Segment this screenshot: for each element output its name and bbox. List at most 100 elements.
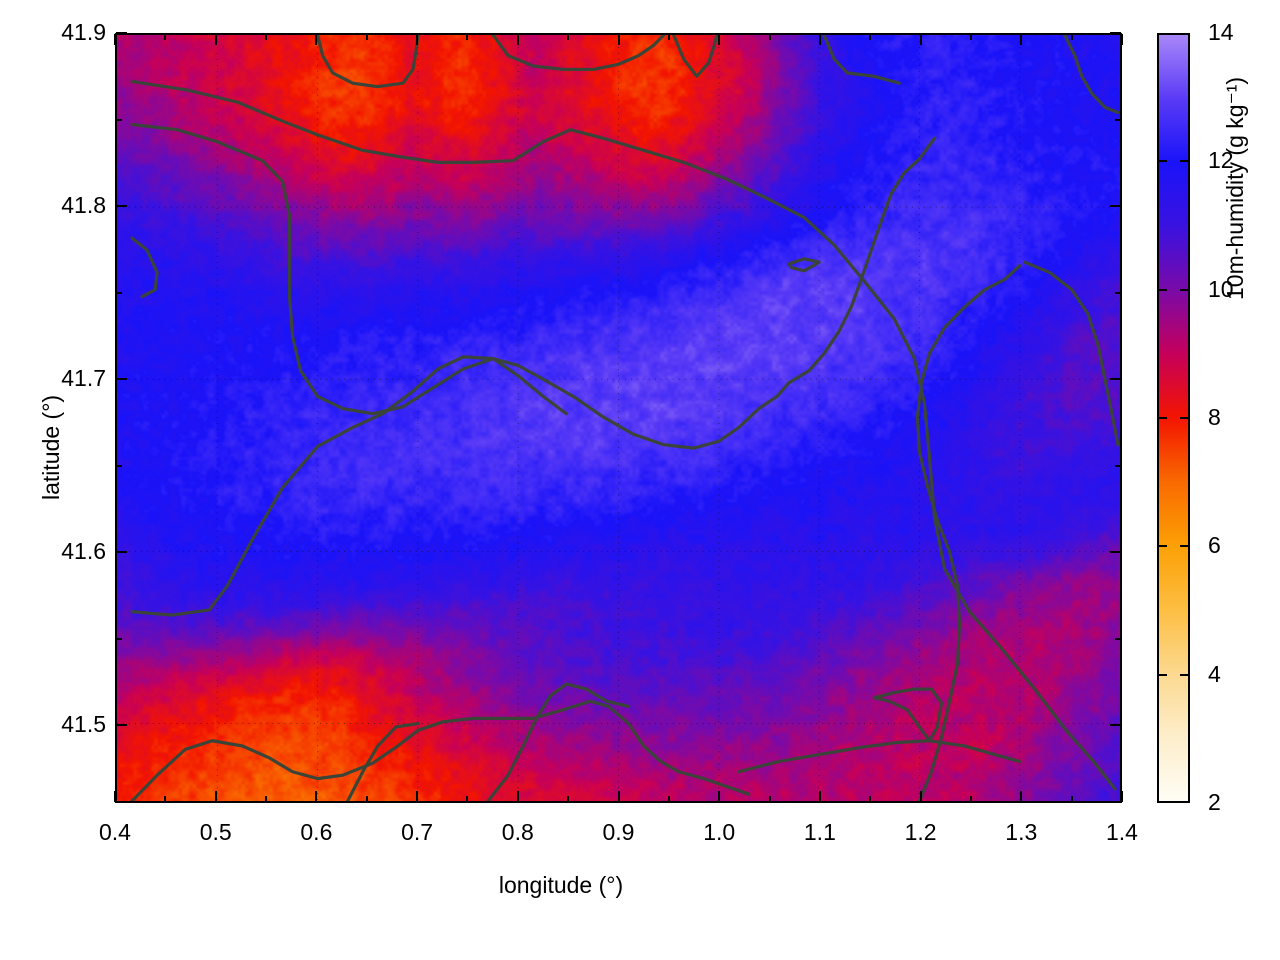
colorbar-tick-label: 8 bbox=[1208, 404, 1221, 430]
heatmap-canvas bbox=[117, 35, 1120, 801]
colorbar-tick-right bbox=[1180, 673, 1190, 676]
x-tick-minor bbox=[1070, 796, 1073, 802]
contour-path bbox=[130, 236, 159, 299]
x-tick-label: 1.3 bbox=[1005, 819, 1038, 845]
contour-path bbox=[872, 687, 944, 743]
y-tick-label: 41.7 bbox=[61, 365, 106, 392]
y-axis-title: latitude (°) bbox=[38, 394, 64, 500]
x-tick-major bbox=[315, 791, 318, 802]
x-tick-minor-top bbox=[466, 34, 469, 40]
x-tick-major bbox=[1121, 791, 1123, 802]
x-tick-major bbox=[214, 791, 217, 802]
x-tick-label: 1.1 bbox=[803, 819, 836, 845]
y-tick-minor bbox=[116, 118, 122, 121]
colorbar-title: 10m-humidity (g kg⁻¹) bbox=[1222, 76, 1248, 300]
contour-path bbox=[486, 682, 631, 801]
x-axis-title: longitude (°) bbox=[498, 872, 624, 898]
x-tick-minor bbox=[869, 796, 872, 802]
x-tick-minor bbox=[466, 796, 469, 802]
contour-path bbox=[672, 35, 719, 78]
x-tick-minor bbox=[265, 796, 268, 802]
x-tick-label: 1.2 bbox=[904, 819, 937, 845]
y-tick-minor bbox=[116, 637, 122, 640]
x-tick-minor bbox=[969, 796, 972, 802]
y-tick-label: 41.6 bbox=[61, 538, 106, 565]
x-tick-minor bbox=[567, 796, 570, 802]
y-tick-minor-right bbox=[1115, 291, 1121, 294]
colorbar-tick-right bbox=[1180, 417, 1190, 419]
x-tick-major bbox=[919, 791, 922, 802]
x-tick-major-top bbox=[315, 34, 318, 45]
y-tick-minor bbox=[116, 291, 122, 294]
x-tick-minor-top bbox=[667, 34, 670, 40]
colorbar-tick-label: 10 bbox=[1208, 275, 1234, 302]
colorbar-tick-label: 14 bbox=[1208, 19, 1234, 45]
x-tick-minor-top bbox=[768, 34, 771, 40]
x-tick-minor-top bbox=[567, 34, 570, 40]
x-tick-label: 0.8 bbox=[501, 819, 534, 845]
contour-path bbox=[737, 739, 1022, 774]
x-tick-major-top bbox=[1020, 34, 1023, 45]
y-tick-major bbox=[116, 551, 127, 554]
y-tick-label: 41.5 bbox=[61, 711, 106, 738]
x-tick-label: 0.5 bbox=[199, 819, 232, 845]
humidity-field-raster bbox=[117, 35, 1120, 801]
y-tick-major-right bbox=[1110, 378, 1121, 381]
colorbar-tick bbox=[1157, 417, 1167, 419]
heatmap-plot-area bbox=[115, 33, 1122, 803]
x-tick-label: 1.4 bbox=[1106, 819, 1138, 845]
contour-path bbox=[915, 264, 1022, 801]
x-tick-minor-top bbox=[1070, 34, 1073, 40]
colorbar-tick-right bbox=[1180, 545, 1190, 548]
x-tick-minor-top bbox=[969, 34, 972, 40]
colorbar-tick bbox=[1157, 545, 1167, 548]
x-tick-major-top bbox=[1121, 34, 1123, 45]
x-tick-minor bbox=[164, 796, 167, 802]
x-tick-major-top bbox=[818, 34, 821, 45]
x-tick-minor-top bbox=[365, 34, 368, 40]
contour-path bbox=[346, 721, 420, 801]
x-tick-major-top bbox=[416, 34, 419, 45]
y-tick-label: 41.9 bbox=[61, 19, 106, 45]
x-tick-major bbox=[818, 791, 821, 802]
x-tick-major bbox=[1020, 791, 1023, 802]
contour-path bbox=[130, 699, 751, 801]
colorbar-tick-right bbox=[1180, 160, 1190, 163]
contour-path bbox=[1023, 260, 1120, 447]
x-tick-minor-top bbox=[869, 34, 872, 40]
colorbar-tick bbox=[1157, 673, 1167, 676]
contour-path bbox=[787, 257, 821, 273]
x-tick-minor bbox=[667, 796, 670, 802]
contour-path bbox=[1063, 35, 1120, 115]
colorbar-tick bbox=[1157, 160, 1167, 163]
plot-gridlines bbox=[117, 35, 1120, 801]
x-tick-major-top bbox=[718, 34, 721, 45]
y-tick-minor-right bbox=[1115, 637, 1121, 640]
x-tick-label: 1.0 bbox=[703, 819, 736, 845]
x-tick-label: 0.4 bbox=[99, 819, 131, 845]
x-tick-label: 0.6 bbox=[300, 819, 333, 845]
y-tick-major-right bbox=[1110, 32, 1121, 34]
x-tick-minor bbox=[768, 796, 771, 802]
contour-path bbox=[822, 35, 901, 85]
colorbar-tick-label: 6 bbox=[1208, 532, 1221, 559]
contour-path bbox=[130, 79, 1117, 791]
coastline-contour-overlay bbox=[130, 35, 1120, 801]
contour-path bbox=[316, 35, 420, 89]
x-tick-major-top bbox=[114, 34, 116, 45]
contour-path bbox=[130, 122, 791, 450]
x-tick-minor bbox=[365, 796, 368, 802]
y-tick-major bbox=[116, 205, 127, 208]
x-tick-minor-top bbox=[265, 34, 268, 40]
x-tick-minor-top bbox=[164, 34, 167, 40]
contour-path bbox=[787, 136, 937, 385]
x-tick-major-top bbox=[214, 34, 217, 45]
y-tick-major bbox=[116, 724, 127, 727]
y-tick-label: 41.8 bbox=[61, 192, 106, 219]
y-tick-major-right bbox=[1110, 724, 1121, 727]
y-tick-minor-right bbox=[1115, 118, 1121, 121]
x-tick-major-top bbox=[516, 34, 519, 45]
x-tick-label: 0.7 bbox=[401, 819, 434, 845]
y-tick-major bbox=[116, 378, 127, 381]
